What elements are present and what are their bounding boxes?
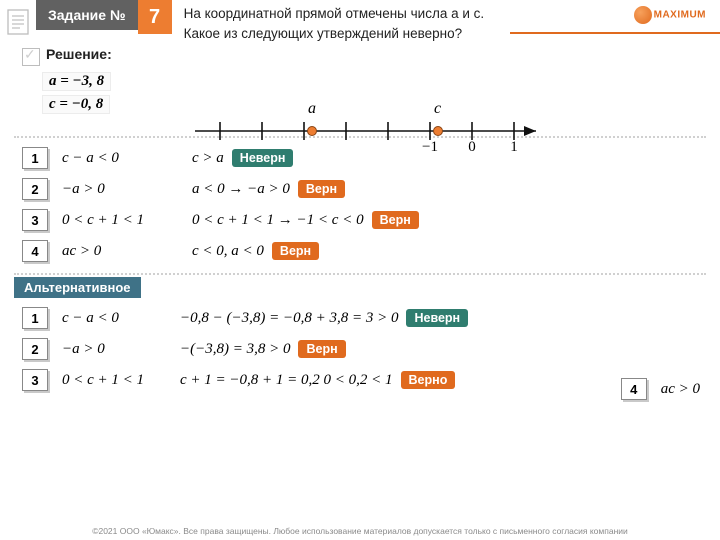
alt-statement-list: 1 c − a < 0−0,8 − (−3,8) = −0,8 + 3,8 = 3… <box>0 300 720 398</box>
math-left: c − a < 0 <box>62 310 180 327</box>
option-number: 2 <box>22 178 48 200</box>
option-number: 3 <box>22 369 48 391</box>
alternative-label: Альтернативное <box>14 277 141 298</box>
math-left: −a > 0 <box>62 181 192 198</box>
tag-correct: Верн <box>272 242 319 260</box>
logo: MAXIMUM <box>634 6 706 24</box>
svg-text:−1: −1 <box>422 139 438 155</box>
logo-text: MAXIMUM <box>654 10 706 21</box>
math-right: 0 < c + 1 < 1 → −1 < c < 0 <box>192 212 364 229</box>
svg-text:c: c <box>434 100 441 117</box>
task-number: 7 <box>138 0 172 34</box>
checkbox-icon <box>22 48 40 66</box>
option-number: 2 <box>22 338 48 360</box>
statement-row: 3 0 < c + 1 < 10 < c + 1 < 1 → −1 < c < 0… <box>22 205 706 235</box>
statement-row: 3 0 < c + 1 < 1c + 1 = −0,8 + 1 = 0,2 0 <… <box>22 365 706 395</box>
task-prompt: На координатной прямой отмечены числа a … <box>184 0 485 43</box>
statement-row: 2 −a > 0a < 0 → −a > 0 Верн <box>22 174 706 204</box>
tag-correct: Верн <box>298 340 345 358</box>
math-right: c + 1 = −0,8 + 1 = 0,2 0 < 0,2 < 1 <box>180 372 393 389</box>
statement-row: 4 ac > 0c < 0, a < 0 Верн <box>22 236 706 266</box>
svg-text:a: a <box>308 100 316 117</box>
header-accent-line <box>510 32 720 34</box>
tag-incorrect: Неверн <box>406 309 468 327</box>
tag-correct: Верно <box>401 371 456 389</box>
prompt-line-2: Какое из следующих утверждений неверно? <box>184 24 485 44</box>
math-right: c < 0, a < 0 <box>192 243 264 260</box>
task-title: Задание № <box>36 0 138 30</box>
svg-text:0: 0 <box>468 139 476 155</box>
math-left: −a > 0 <box>62 341 180 358</box>
given-c: c = −0, 8 <box>42 95 110 114</box>
statement-row: 1 c − a < 0−0,8 − (−3,8) = −0,8 + 3,8 = 3… <box>22 303 706 333</box>
math-left: ac > 0 <box>62 243 192 260</box>
footer-copyright: ©2021 ООО «Юмакс». Все права защищены. Л… <box>0 526 720 536</box>
tag-correct: Верн <box>298 180 345 198</box>
prompt-line-1: На координатной прямой отмечены числа a … <box>184 4 485 24</box>
math-right: a < 0 → −a > 0 <box>192 181 290 198</box>
math-left: 0 < c + 1 < 1 <box>62 212 192 229</box>
math-right: −0,8 − (−3,8) = −0,8 + 3,8 = 3 > 0 <box>180 310 398 327</box>
solution-row: Решение: <box>0 44 720 66</box>
math-left: 0 < c + 1 < 1 <box>62 372 180 389</box>
document-icon <box>0 0 36 44</box>
logo-icon <box>634 6 652 24</box>
math-right: −(−3,8) = 3,8 > 0 <box>180 341 290 358</box>
given-a: a = −3, 8 <box>42 72 111 91</box>
solution-label: Решение: <box>46 46 112 62</box>
header: Задание № 7 На координатной прямой отмеч… <box>0 0 720 44</box>
svg-text:1: 1 <box>510 139 518 155</box>
statement-row: 2 −a > 0−(−3,8) = 3,8 > 0 Верн <box>22 334 706 364</box>
math-left: c − a < 0 <box>62 150 192 167</box>
option-number: 1 <box>22 307 48 329</box>
number-line: −1 0 1 a c <box>190 95 550 165</box>
alt-side-item: 4 ac > 0 <box>621 378 700 400</box>
math-expression: ac > 0 <box>661 381 700 398</box>
tag-correct: Верн <box>372 211 419 229</box>
option-number: 1 <box>22 147 48 169</box>
option-number: 4 <box>22 240 48 262</box>
separator <box>14 273 706 275</box>
option-number: 4 <box>621 378 647 400</box>
option-number: 3 <box>22 209 48 231</box>
